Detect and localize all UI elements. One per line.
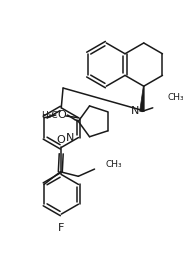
- Text: H₃C: H₃C: [41, 111, 58, 120]
- Text: N: N: [131, 105, 139, 116]
- Polygon shape: [140, 86, 144, 112]
- Text: O: O: [58, 110, 66, 120]
- Text: N: N: [66, 132, 74, 143]
- Text: CH₃: CH₃: [105, 160, 122, 169]
- Text: O: O: [57, 135, 66, 145]
- Text: CH₃: CH₃: [167, 93, 183, 101]
- Text: F: F: [58, 223, 64, 233]
